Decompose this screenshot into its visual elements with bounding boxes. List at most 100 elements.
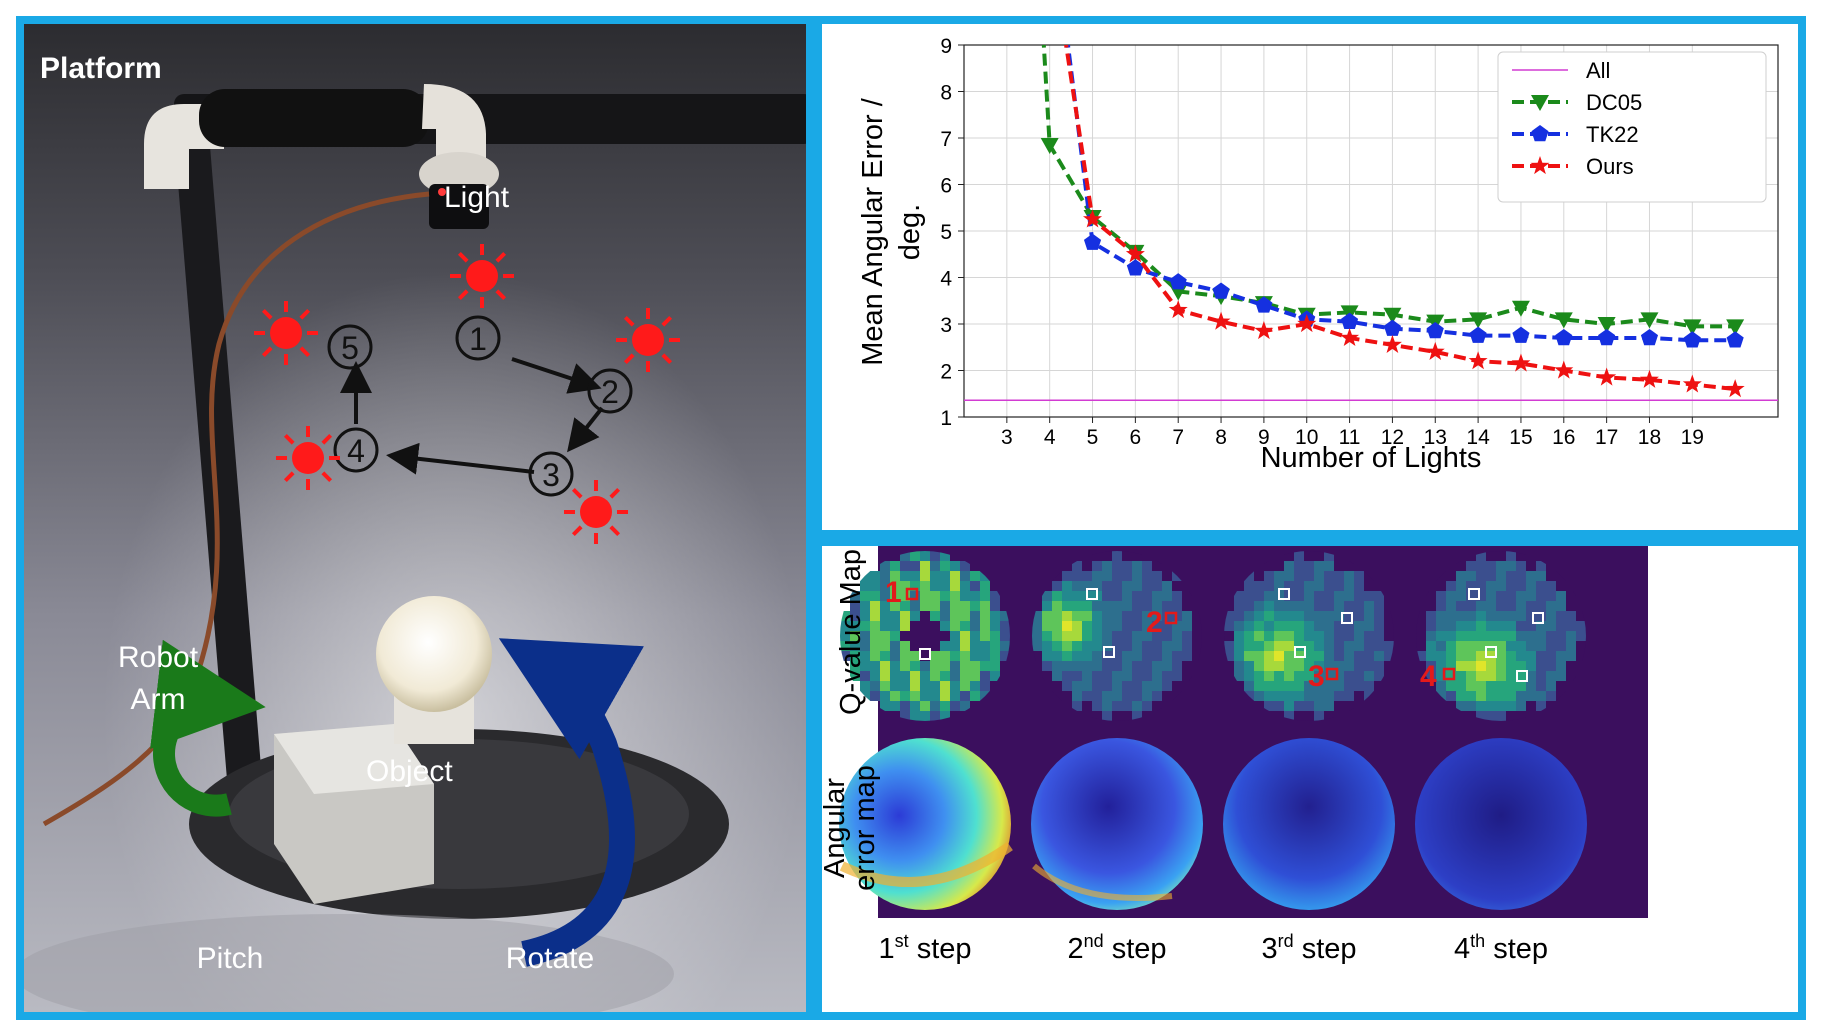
data-point — [1554, 312, 1573, 329]
q-value-maps: 1 2 3 4 — [840, 551, 1586, 721]
data-point — [1469, 312, 1488, 329]
legend-marker — [1530, 156, 1550, 175]
q-value-map-step-2 — [1032, 551, 1202, 721]
data-point — [1469, 326, 1487, 343]
step-markers: 1 2 3 4 5 — [327, 315, 633, 497]
legend-label: Ours — [1586, 154, 1634, 179]
data-point — [1512, 326, 1530, 343]
series-tk22 — [1065, 45, 1744, 348]
robot-arm-label-line2: Arm — [131, 683, 186, 716]
current-light-marker — [1164, 611, 1178, 625]
step-marker-label: 4 — [1420, 660, 1437, 693]
data-point — [1468, 351, 1488, 370]
maps-panel: 1 2 3 4 Q-value Map Angular error map 1st s… — [814, 538, 1806, 1020]
step-circle-3 — [528, 451, 574, 497]
light-positions — [254, 244, 680, 544]
x-tick-label: 4 — [1044, 426, 1056, 449]
x-tick-label: 5 — [1087, 426, 1099, 449]
y-tick-label: 3 — [940, 314, 952, 337]
error-map-step-3 — [1223, 738, 1395, 910]
data-point — [1640, 312, 1659, 329]
q-value-map-step-1 — [840, 551, 1010, 721]
x-tick-label: 11 — [1339, 426, 1361, 449]
maps-figure: 1 2 3 4 Q-value Map Angular error map 1st s… — [819, 546, 1648, 965]
q-value-map-row-label: Q-value Map — [835, 549, 867, 715]
legend-label: All — [1586, 58, 1610, 83]
chart-series — [964, 45, 1778, 402]
legend-marker — [1531, 95, 1549, 111]
previous-light-marker — [919, 648, 931, 660]
platform-panel: 1 2 3 4 5 Platform Light Robot Arm Objec… — [16, 16, 814, 1020]
data-point — [1211, 311, 1231, 330]
data-point — [1125, 244, 1145, 263]
previous-light-marker — [1278, 588, 1290, 600]
data-point — [1212, 282, 1230, 299]
step-circle-4 — [333, 427, 379, 473]
object-label: Object — [366, 755, 453, 788]
step-circle-5 — [327, 324, 373, 370]
x-tick-label: 17 — [1595, 426, 1618, 449]
current-light-marker — [905, 587, 919, 601]
step-marker-label: 2 — [1146, 606, 1163, 639]
data-point — [1598, 328, 1616, 346]
x-tick-label: 7 — [1172, 426, 1184, 449]
data-point — [1168, 300, 1188, 319]
current-light-marker — [1325, 667, 1339, 681]
y-tick-label: 8 — [940, 82, 952, 105]
pitch-label: Pitch — [197, 942, 264, 975]
data-point — [1297, 314, 1317, 333]
data-point — [1597, 317, 1616, 333]
x-tick-label: 16 — [1552, 426, 1575, 449]
data-point — [1554, 360, 1574, 379]
legend-box — [1497, 51, 1767, 203]
x-tick-label: 8 — [1215, 426, 1227, 449]
q-value-map-step-3 — [1224, 551, 1394, 721]
y-tick-label: 6 — [940, 175, 952, 198]
error-map-step-2 — [1031, 738, 1203, 910]
x-axis-label: Number of Lights — [1261, 442, 1482, 474]
data-point — [1126, 259, 1144, 276]
y-tick-label: 7 — [940, 128, 952, 151]
rod-vertical — [174, 134, 264, 804]
data-point — [1640, 328, 1659, 346]
y-tick-label: 1 — [940, 407, 952, 430]
data-point — [1040, 137, 1059, 154]
step-marker-label: 3 — [1308, 660, 1325, 693]
data-point — [1726, 319, 1745, 336]
y-tick-label: 2 — [940, 361, 952, 384]
data-point — [1683, 319, 1702, 336]
light-sun-icon — [616, 308, 680, 372]
previous-light-marker — [1468, 588, 1480, 600]
data-point — [1340, 327, 1360, 347]
light-sun-icon — [450, 244, 514, 308]
object-sphere — [376, 596, 492, 712]
data-point — [1682, 374, 1702, 393]
error-map-row-label-line2: error map — [849, 765, 881, 891]
step-number-3: 3 — [542, 457, 560, 493]
data-point — [1083, 209, 1103, 228]
previous-light-marker — [1103, 646, 1115, 658]
step-caption-3: 3rd step — [1261, 931, 1356, 965]
y-tick-label: 5 — [940, 221, 952, 244]
rotate-arrow — [498, 638, 644, 967]
legend-label: DC05 — [1586, 90, 1642, 115]
data-point — [1383, 307, 1402, 324]
step-marker-label: 1 — [885, 576, 902, 609]
previous-light-marker — [1532, 612, 1544, 624]
platform-photo: 1 2 3 4 5 Platform Light Robot Arm Objec… — [24, 24, 806, 1012]
step-circle-2 — [587, 368, 633, 414]
data-point — [1511, 300, 1530, 317]
data-point — [1254, 320, 1274, 340]
previous-light-marker — [1341, 612, 1353, 624]
data-point — [1725, 379, 1745, 398]
data-point — [1425, 341, 1445, 360]
data-point — [1341, 312, 1359, 329]
q-value-map-step-4 — [1416, 551, 1586, 721]
x-tick-label: 9 — [1258, 426, 1270, 449]
x-tick-label: 10 — [1295, 426, 1318, 449]
current-light-marker — [1442, 667, 1456, 681]
data-point — [1597, 367, 1617, 386]
previous-light-marker — [1086, 588, 1098, 600]
series-ours — [1064, 45, 1745, 398]
data-point — [1511, 353, 1531, 372]
